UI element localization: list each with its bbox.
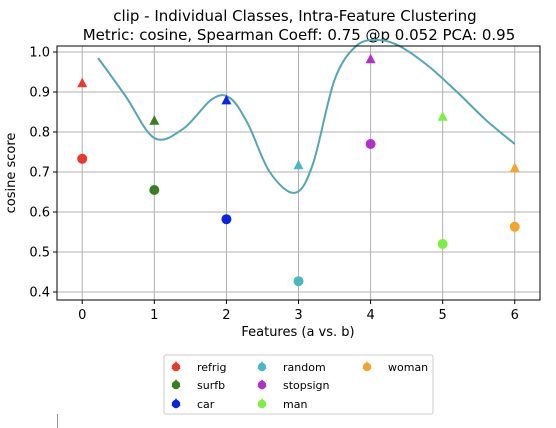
legend-label-car: car [197,398,215,411]
y-axis-label: cosine score [4,133,19,214]
y-ticks: 0.4 0.5 0.6 0.7 0.8 0.9 1.0 [29,46,57,301]
x-axis-label: Features (a vs. b) [241,325,354,340]
legend-label-surfb: surfb [197,379,225,392]
legend-marker-circle-man [257,399,267,409]
y-tick-label: 1.0 [29,46,50,61]
x-tick-label: 2 [222,308,230,323]
text-cursor [57,414,58,428]
x-tick-label: 1 [150,308,158,323]
x-tick-label: 4 [366,308,374,323]
circle-marker-surfb [149,185,160,195]
y-tick-label: 0.5 [29,246,50,261]
legend: refrig surfb car random stopsign man woman [163,354,434,415]
chart-title-line1: clip - Individual Classes, Intra-Feature… [113,7,476,25]
legend-label-stopsign: stopsign [283,379,330,392]
legend-label-woman: woman [388,361,428,374]
trend-curve [97,38,516,194]
circle-marker-car [221,214,232,225]
triangle-marker-car [221,94,232,105]
triangle-marker-woman [509,162,520,172]
legend-label-random: random [283,361,326,374]
y-tick-label: 0.6 [29,206,50,221]
x-ticks: 0 1 2 3 4 5 6 [78,300,519,323]
triangle-marker-surfb [149,115,160,125]
triangle-marker-refrig [77,77,88,88]
y-tick-label: 0.8 [29,126,50,141]
legend-marker-circle-woman [362,362,372,372]
legend-label-man: man [283,398,307,411]
trend-curve-layer [97,38,516,194]
chart-title-line2: Metric: cosine, Spearman Coeff: 0.75 @p … [83,26,516,44]
legend-marker-circle-surfb [171,380,181,390]
circle-marker-woman [509,221,520,232]
y-tick-label: 0.9 [29,86,50,101]
x-tick-label: 6 [511,308,519,323]
x-tick-label: 5 [439,308,447,323]
triangle-marker-stopsign [365,53,376,64]
x-tick-label: 0 [78,308,86,323]
triangle-marker-man [437,111,448,121]
triangle-marker-random [293,159,304,170]
marker-layer [77,53,520,287]
legend-marker-circle-stopsign [257,380,267,390]
y-tick-label: 0.7 [29,166,50,181]
circle-marker-stopsign [365,139,376,149]
x-tick-label: 3 [294,308,302,323]
circle-marker-refrig [77,153,88,164]
y-tick-label: 0.4 [29,286,50,301]
legend-marker-circle-random [257,362,267,372]
legend-label-refrig: refrig [197,361,226,374]
legend-marker-circle-car [171,399,181,409]
legend-marker-circle-refrig [171,362,181,372]
circle-marker-man [437,239,448,249]
grid [57,46,540,300]
circle-marker-random [293,276,304,287]
